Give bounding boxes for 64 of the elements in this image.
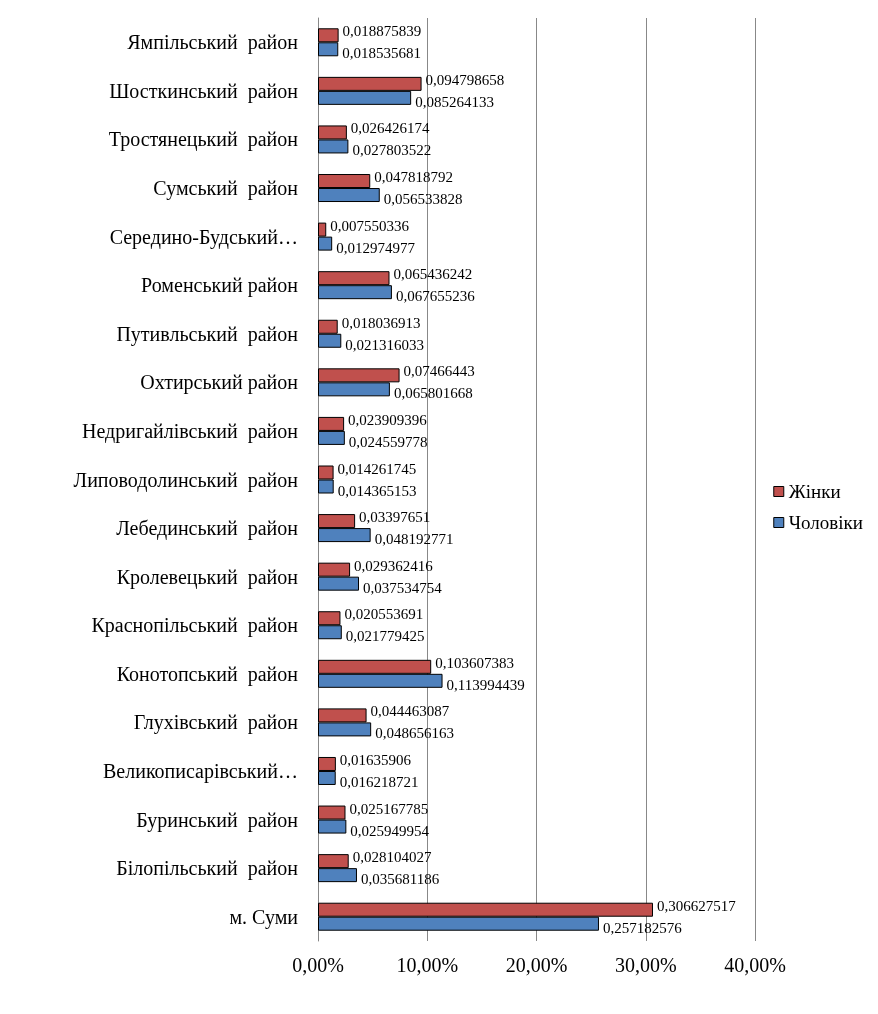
data-label: 0,048192771 — [374, 531, 454, 548]
data-label: 0,007550336 — [330, 217, 410, 234]
y-tick-label: Шосткинський район — [109, 79, 299, 103]
data-label: 0,018535681 — [342, 45, 421, 62]
data-label: 0,067655236 — [395, 288, 476, 305]
data-label: 0,025167785 — [349, 800, 429, 817]
y-tick-label: Кролевецький район — [116, 565, 299, 589]
data-label: 0,103607383 — [435, 654, 514, 671]
data-label: 0,03397651 — [359, 509, 431, 526]
data-label: 0,047818792 — [374, 169, 453, 186]
y-tick-label: Глухівський район — [133, 711, 299, 735]
data-label: 0,023909396 — [348, 411, 428, 428]
data-label: 0,014365153 — [337, 482, 417, 499]
data-label: 0,037534754 — [363, 579, 443, 596]
y-tick-label: Краснопільський район — [91, 614, 299, 638]
data-label: 0,113994439 — [446, 676, 525, 693]
data-label: 0,014261745 — [337, 460, 417, 477]
data-label: 0,016218721 — [339, 773, 419, 790]
data-label: 0,029362416 — [354, 557, 434, 574]
data-label: 0,021779425 — [345, 628, 425, 645]
y-tick-label: Середино-Будський… — [109, 225, 298, 249]
data-label: 0,306627517 — [656, 897, 737, 914]
data-label: 0,048656163 — [375, 725, 454, 742]
y-tick-label: Недригайлівський район — [82, 419, 299, 443]
legend-label: Чоловіки — [788, 512, 864, 533]
data-label: 0,056533828 — [383, 191, 463, 208]
y-tick-label: Охтирський район — [140, 371, 299, 395]
y-tick-label: Тростянецький район — [108, 128, 299, 152]
y-tick-label: Конотопський район — [116, 662, 299, 686]
data-label: 0,257182576 — [602, 919, 683, 936]
data-label: 0,035681186 — [360, 871, 440, 888]
data-label: 0,065436242 — [393, 266, 473, 283]
x-tick-label: 20,00% — [505, 954, 568, 976]
data-label: 0,028104027 — [352, 849, 432, 866]
data-label: 0,027803522 — [352, 142, 432, 159]
data-label: 0,085264133 — [415, 93, 494, 110]
data-label: 0,018036913 — [341, 314, 421, 331]
y-tick-label: Буринський район — [136, 808, 299, 832]
data-label: 0,094798658 — [425, 71, 505, 88]
y-tick-label: Роменський район — [141, 274, 299, 298]
y-tick-label: м. Суми — [229, 905, 299, 929]
y-tick-label: Білопільський район — [116, 857, 299, 881]
y-tick-label: Великописарівський… — [102, 759, 298, 783]
data-label: 0,020553691 — [344, 606, 424, 623]
y-tick-label: Липоводолинський район — [73, 468, 299, 492]
x-tick-label: 40,00% — [724, 954, 786, 976]
x-tick-label: 10,00% — [396, 954, 459, 976]
data-label: 0,044463087 — [370, 703, 450, 720]
data-label: 0,07466443 — [403, 363, 475, 380]
data-label: 0,026426174 — [350, 120, 431, 137]
data-label: 0,021316033 — [345, 336, 425, 353]
data-label: 0,012974977 — [336, 239, 416, 256]
data-label: 0,024559778 — [348, 433, 428, 450]
x-tick-label: 0,00% — [292, 954, 344, 976]
data-label: 0,018875839 — [342, 23, 422, 40]
legend-label: Жінки — [788, 481, 841, 502]
y-tick-label: Сумський район — [153, 177, 299, 201]
data-label: 0,025949954 — [350, 822, 430, 839]
x-tick-label: 30,00% — [614, 954, 677, 976]
y-tick-label: Путивльський район — [116, 322, 299, 346]
y-tick-label: Лебединський район — [116, 517, 299, 541]
data-label: 0,01635906 — [339, 751, 412, 768]
data-label: 0,065801668 — [393, 385, 473, 402]
y-tick-label: Ямпільський район — [127, 31, 299, 55]
